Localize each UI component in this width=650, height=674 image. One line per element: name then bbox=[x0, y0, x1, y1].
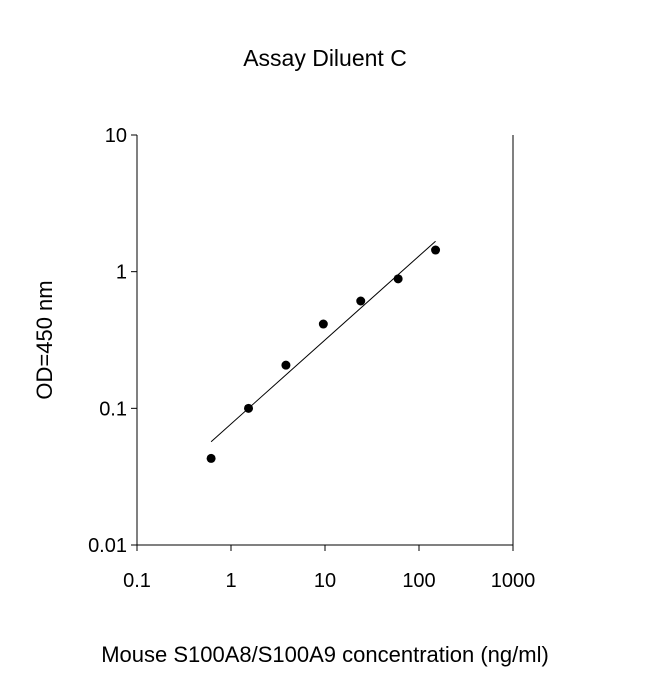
y-tick-label: 10 bbox=[105, 125, 127, 147]
data-point bbox=[356, 296, 366, 306]
y-tick-label: 1 bbox=[116, 262, 127, 284]
y-tick-label: 0.01 bbox=[88, 535, 127, 557]
data-point bbox=[281, 360, 291, 370]
data-point bbox=[393, 274, 403, 284]
x-tick-label: 0.1 bbox=[123, 570, 151, 592]
data-point bbox=[244, 403, 254, 413]
y-tick-label: 0.1 bbox=[99, 398, 127, 420]
fit-line bbox=[210, 240, 436, 443]
x-tick-label: 1 bbox=[225, 570, 236, 592]
x-tick-label: 100 bbox=[402, 570, 435, 592]
data-point bbox=[318, 319, 328, 329]
x-tick-label: 10 bbox=[314, 570, 336, 592]
data-point bbox=[431, 245, 441, 255]
chart-title: Assay Diluent C bbox=[243, 45, 407, 71]
x-axis-label: Mouse S100A8/S100A9 concentration (ng/ml… bbox=[101, 642, 549, 667]
y-axis-label: OD=450 nm bbox=[32, 280, 57, 399]
x-tick-label: 1000 bbox=[491, 570, 536, 592]
data-point bbox=[206, 453, 216, 463]
